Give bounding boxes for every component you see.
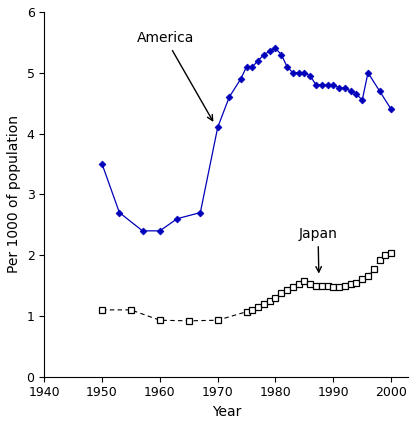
Text: America: America bbox=[137, 32, 213, 121]
Text: Japan: Japan bbox=[299, 227, 337, 272]
Y-axis label: Per 1000 of population: Per 1000 of population bbox=[7, 115, 21, 273]
X-axis label: Year: Year bbox=[212, 405, 241, 419]
